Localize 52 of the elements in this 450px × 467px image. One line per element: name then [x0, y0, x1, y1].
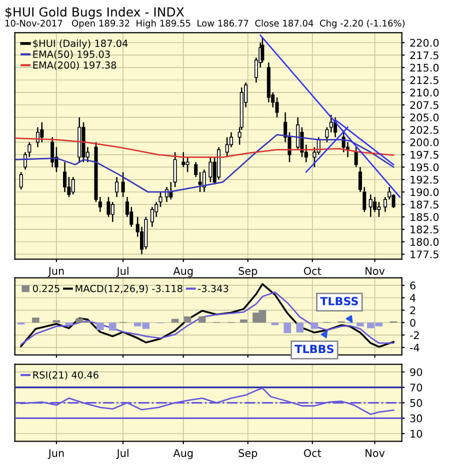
- legend-label: -3.343: [198, 284, 228, 292]
- x-tick-label: Nov: [366, 449, 385, 458]
- legend-label: $HUI (Daily) 187.04: [33, 39, 128, 49]
- annotation: TLBBS: [294, 344, 334, 354]
- annotation: TLBSS: [320, 296, 358, 306]
- y-tick-label: 202.5: [410, 126, 438, 134]
- y-tick-label: 30: [410, 414, 422, 422]
- y-tick-label: 207.5: [410, 101, 438, 109]
- y-tick-label: 90: [410, 368, 422, 376]
- x-tick-label: Nov: [366, 267, 385, 275]
- x-tick-label: Jun: [48, 449, 64, 459]
- y-tick-label: 210.0: [410, 88, 439, 97]
- y-tick-label: 0: [410, 318, 416, 327]
- legend-label: EMA(50) 195.03: [33, 50, 110, 60]
- y-tick-label: 205.0: [410, 114, 439, 122]
- legend-label: MACD(12,26,9) -3.118: [76, 284, 182, 294]
- chart-subtitle: 10-Nov-2017 Open 189.32 High 189.55 Low 186.77 Close 187.04 Chg -2.20 (-1.16%): [5, 20, 405, 28]
- x-tick-label: Jul: [116, 266, 128, 277]
- y-tick-label: 180.0: [410, 238, 439, 246]
- y-tick-label: 217.5: [410, 51, 438, 60]
- y-tick-label: -2: [410, 331, 419, 339]
- x-tick-label: Sep: [238, 267, 258, 277]
- y-tick-label: 190.0: [410, 188, 439, 196]
- y-tick-label: 185.0: [410, 213, 439, 221]
- y-tick-label: 2: [410, 306, 416, 314]
- y-tick-label: 212.5: [410, 76, 438, 84]
- y-tick-label: 70: [410, 384, 422, 392]
- y-tick-label: 187.5: [410, 200, 438, 209]
- y-tick-label: 10: [410, 430, 422, 438]
- x-tick-label: Aug: [173, 449, 193, 460]
- x-tick-label: Jun: [48, 267, 64, 277]
- chart-title: $HUI Gold Bugs Index - INDX: [6, 7, 184, 20]
- y-tick-label: 215.0: [410, 64, 439, 72]
- x-tick-label: Oct: [304, 449, 322, 458]
- y-tick-label: 182.5: [410, 226, 438, 234]
- legend-label: RSI(21) 40.46: [33, 371, 98, 380]
- y-tick-label: 197.5: [410, 150, 438, 159]
- y-tick-label: 195.0: [410, 163, 439, 172]
- y-tick-label: 220.0: [410, 38, 439, 47]
- legend-label: 0.225: [32, 284, 60, 292]
- y-tick-label: 177.5: [410, 250, 438, 258]
- y-tick-label: 4: [410, 294, 416, 302]
- y-tick-label: 50: [410, 399, 422, 407]
- x-tick-label: Aug: [173, 267, 193, 277]
- y-tick-label: 192.5: [410, 176, 438, 184]
- y-tick-label: 6: [410, 282, 416, 290]
- x-tick-label: Sep: [238, 449, 258, 460]
- x-tick-label: Jul: [116, 448, 128, 459]
- y-tick-label: -4: [410, 344, 420, 352]
- y-tick-label: 200.0: [410, 138, 439, 146]
- x-tick-label: Oct: [304, 267, 322, 275]
- legend-label: EMA(200) 197.38: [33, 61, 116, 70]
